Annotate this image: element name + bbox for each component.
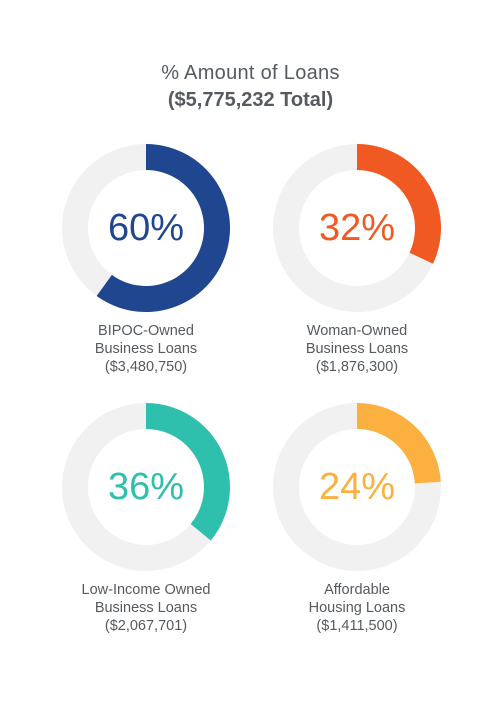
category-amount: ($1,876,300)	[315, 359, 399, 375]
donut-percent-label: 60%	[107, 207, 185, 249]
donut-value-arc	[357, 144, 441, 264]
category-line-2: Housing Loans	[308, 600, 406, 616]
donut-category-label: Low-Income Owned Business Loans ($2,067,…	[41, 581, 251, 635]
donut-chart-woman-owned	[273, 144, 441, 312]
donut-chart-bipoc	[62, 144, 230, 312]
category-amount: ($3,480,750)	[104, 359, 188, 375]
category-line-1: Woman-Owned	[306, 323, 408, 339]
donut-chart-affordable-housing	[273, 403, 441, 571]
category-line-2: Business Loans	[305, 341, 409, 357]
donut-category-label: Woman-Owned Business Loans ($1,876,300)	[252, 322, 462, 376]
category-amount: ($2,067,701)	[104, 618, 188, 634]
category-amount: ($1,411,500)	[316, 618, 398, 634]
donut-value-arc	[146, 403, 230, 541]
donut-chart-low-income	[62, 403, 230, 571]
chart-title: % Amount of Loans	[161, 62, 340, 84]
donut-value-arc	[96, 144, 230, 312]
donut-percent-label: 32%	[318, 207, 396, 249]
donut-percent-label: 36%	[107, 466, 185, 508]
donut-category-label: Affordable Housing Loans ($1,411,500)	[252, 581, 462, 635]
category-line-2: Business Loans	[94, 341, 198, 357]
category-line-1: Affordable	[324, 582, 390, 598]
chart-subtitle: ($5,775,232 Total)	[167, 89, 334, 111]
donut-category-label: BIPOC-Owned Business Loans ($3,480,750)	[41, 322, 251, 376]
donut-percent-label: 24%	[318, 466, 396, 508]
category-line-2: Business Loans	[94, 600, 198, 616]
donut-value-arc	[357, 403, 441, 484]
category-line-1: BIPOC-Owned	[98, 323, 194, 339]
category-line-1: Low-Income Owned	[81, 582, 211, 598]
